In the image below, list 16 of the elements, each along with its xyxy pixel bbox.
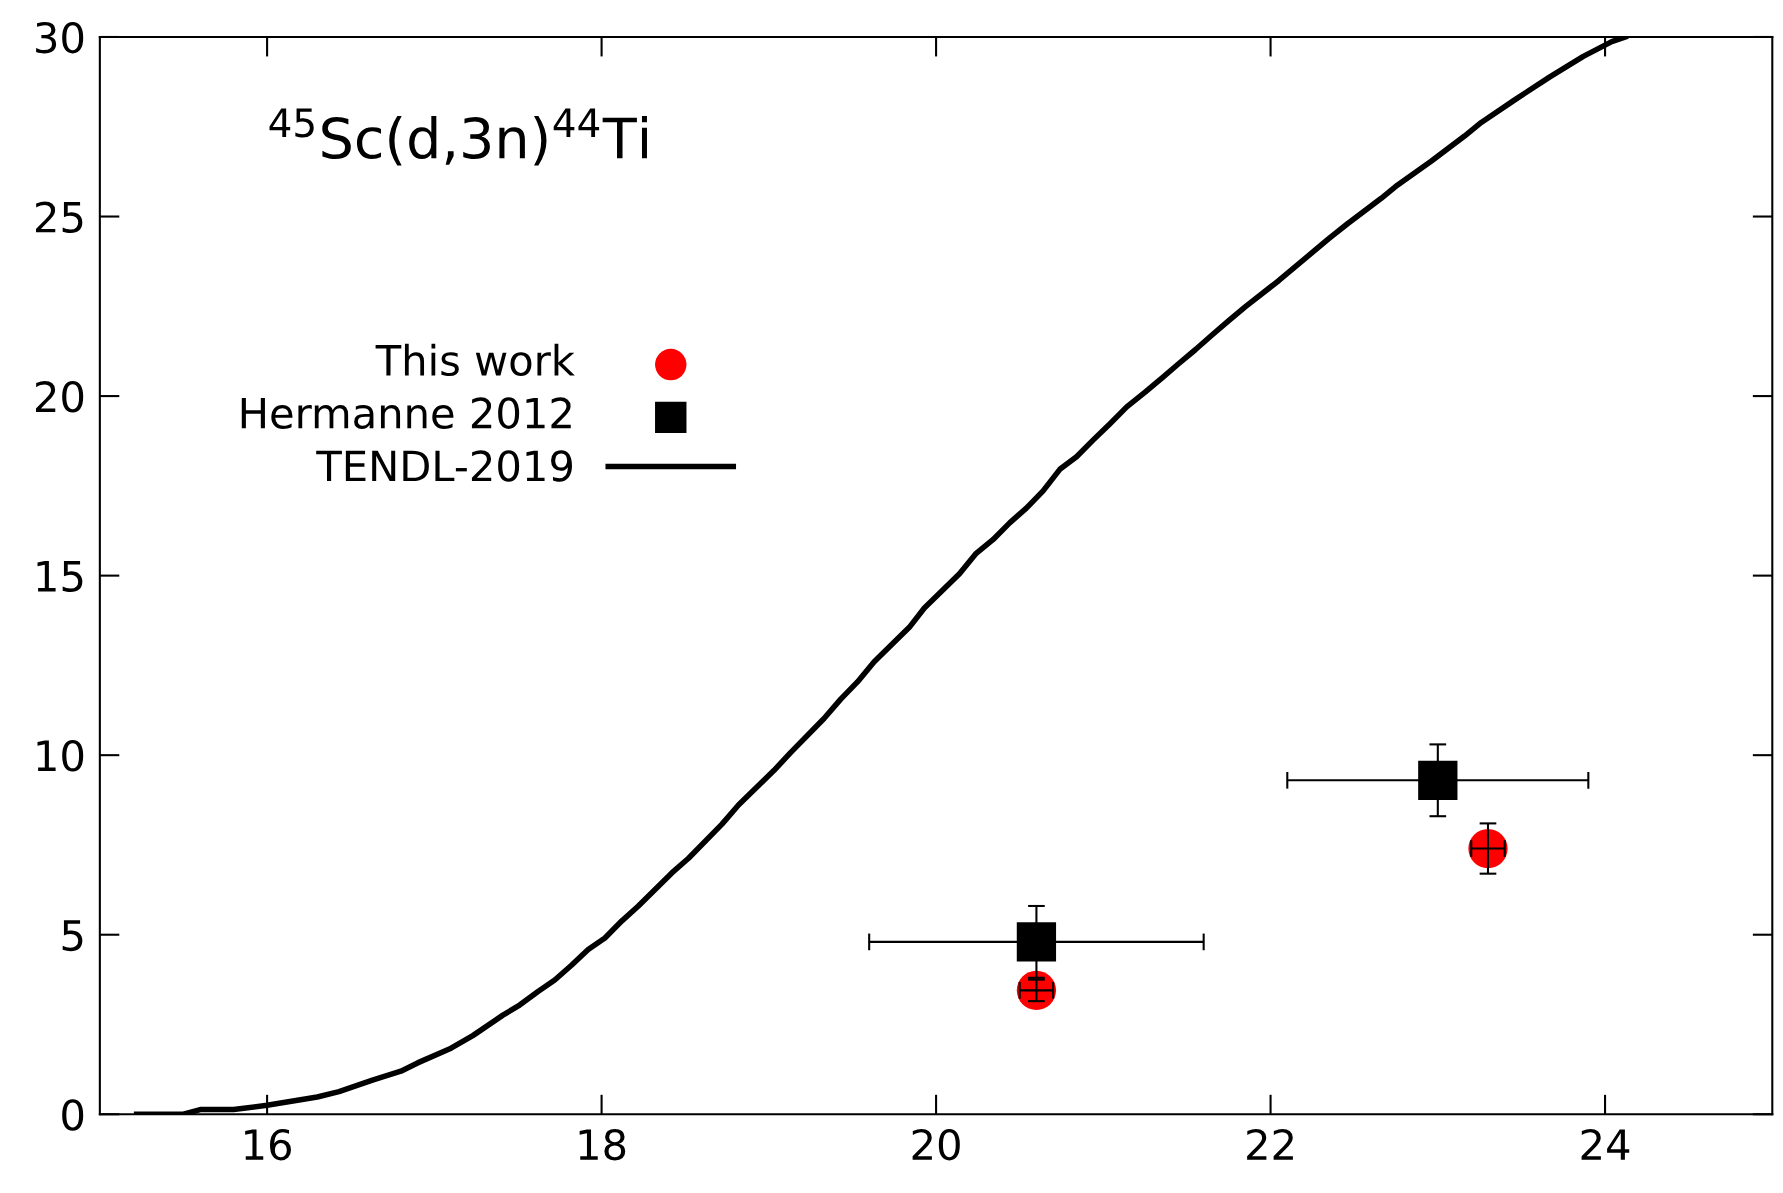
y-tick-label: 0: [62, 1099, 84, 1131]
x-tick-label: 18: [579, 1128, 626, 1161]
x-tick-label: 16: [245, 1128, 291, 1161]
y-tick-label: 20: [35, 380, 84, 413]
annotation: $^{45}$Sc(d,3n)$^{44}$Ti: [269, 108, 647, 166]
y-tick-label: 5: [62, 920, 83, 952]
y-tick-label: 30: [36, 21, 84, 54]
legend-label: Hermanne 2012: [241, 397, 571, 429]
x-tick-label: 22: [1247, 1128, 1293, 1160]
x-tick-label: 24: [1581, 1128, 1630, 1160]
x-tick-label: 20: [912, 1128, 960, 1161]
y-tick-label: 15: [37, 561, 83, 593]
y-tick-label: 10: [37, 740, 84, 772]
legend-label: This work: [375, 343, 575, 377]
legend-label: TENDL-2019: [316, 450, 572, 482]
y-tick-label: 25: [35, 201, 83, 233]
